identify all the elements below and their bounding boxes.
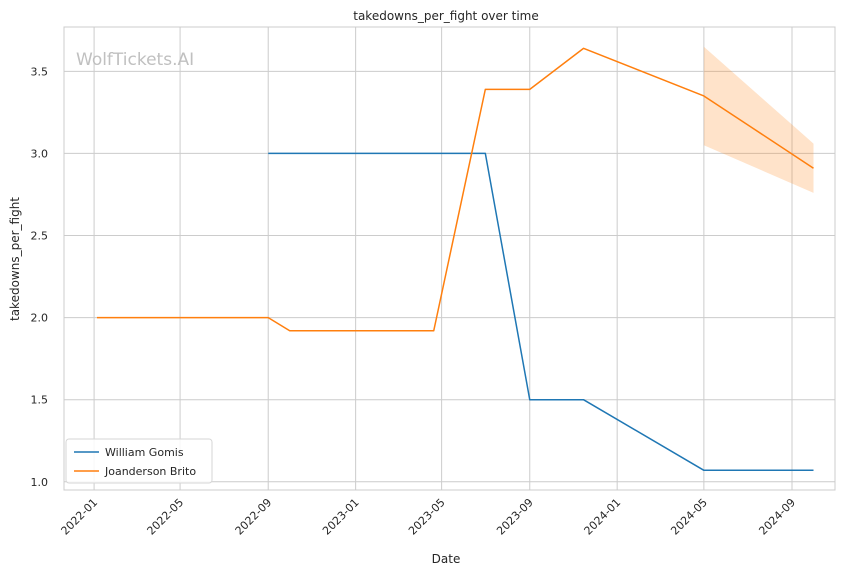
- x-tick-labels: 2022-01 2022-05 2022-09 2023-01 2023-05 2023-…: [59, 496, 799, 538]
- x-tick-label-2023-05: 2023-05: [406, 496, 448, 538]
- legend-label-william-gomis: William Gomis: [105, 446, 184, 459]
- x-tick-label-2022-01: 2022-01: [59, 496, 101, 538]
- x-tick-label-2023-09: 2023-09: [494, 496, 536, 538]
- x-tick-label-2024-05: 2024-05: [668, 496, 710, 538]
- watermark: WolfTickets.AI: [76, 50, 194, 70]
- legend-label-joanderson-brito: Joanderson Brito: [104, 465, 196, 478]
- x-tick-label-2023-01: 2023-01: [320, 496, 362, 538]
- y-axis-label: takedowns_per_fight: [8, 197, 22, 321]
- y-tick-label-2: 2.0: [31, 312, 49, 325]
- y-tick-label-3.5: 3.5: [31, 65, 49, 78]
- series-line-william-gomis: [268, 152, 814, 472]
- confidence-band-joanderson-brito: [703, 46, 814, 193]
- series-lines: [96, 47, 814, 472]
- y-tick-label-1: 1.0: [31, 476, 49, 489]
- y-tick-label-2.5: 2.5: [31, 230, 49, 243]
- series-line-joanderson-brito: [96, 47, 814, 332]
- y-tick-label-1.5: 1.5: [31, 394, 49, 407]
- x-tick-label-2024-09: 2024-09: [756, 496, 798, 538]
- chart-title: takedowns_per_fight over time: [353, 9, 539, 23]
- x-axis-label: Date: [432, 552, 461, 566]
- legend-box: [65, 438, 213, 484]
- x-tick-label-2022-09: 2022-09: [233, 496, 275, 538]
- x-tick-label-2022-05: 2022-05: [145, 496, 187, 538]
- legend: William Gomis Joanderson Brito: [65, 438, 213, 484]
- y-tick-labels: 1.0 1.5 2.0 2.5 3.0 3.5: [31, 65, 49, 488]
- x-tick-label-2024-01: 2024-01: [582, 496, 624, 538]
- y-tick-label-3: 3.0: [31, 147, 49, 160]
- confidence-bands: [703, 46, 814, 193]
